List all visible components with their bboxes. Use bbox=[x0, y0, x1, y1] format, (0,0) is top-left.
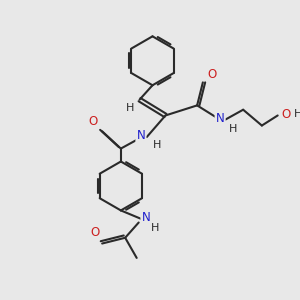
Text: H: H bbox=[126, 103, 134, 113]
Text: O: O bbox=[281, 107, 290, 121]
Text: H: H bbox=[229, 124, 237, 134]
Text: O: O bbox=[90, 226, 99, 239]
Text: N: N bbox=[216, 112, 224, 125]
Text: N: N bbox=[136, 129, 145, 142]
Text: H: H bbox=[293, 109, 300, 119]
Text: O: O bbox=[88, 116, 98, 128]
Text: H: H bbox=[153, 140, 161, 150]
Text: N: N bbox=[142, 211, 150, 224]
Text: O: O bbox=[207, 68, 216, 81]
Text: H: H bbox=[151, 223, 159, 232]
